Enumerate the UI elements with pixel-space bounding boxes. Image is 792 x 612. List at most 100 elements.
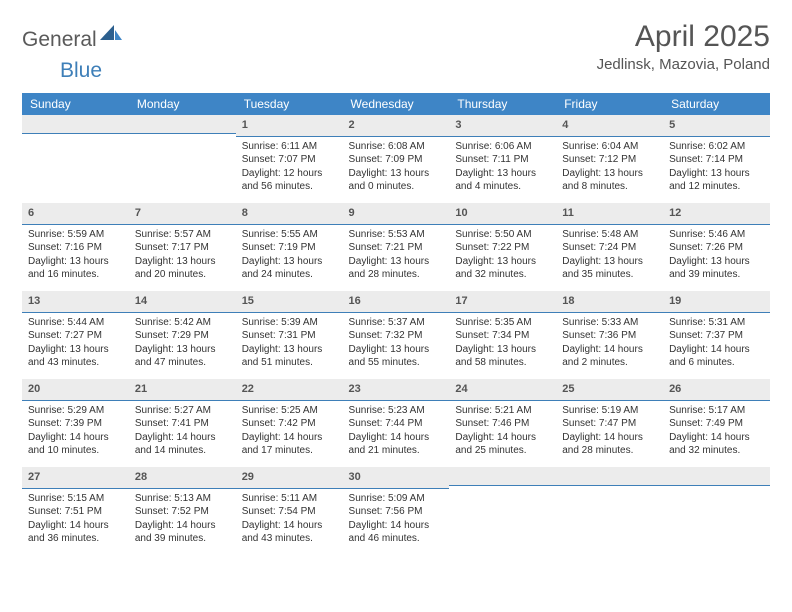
day-body: Sunrise: 5:29 AMSunset: 7:39 PMDaylight:… bbox=[22, 401, 129, 464]
sunrise-text: Sunrise: 5:59 AM bbox=[28, 228, 123, 242]
empty-daynum bbox=[129, 115, 236, 134]
sunset-text: Sunset: 7:39 PM bbox=[28, 417, 123, 431]
daylight-text: Daylight: 12 hours and 56 minutes. bbox=[242, 167, 337, 194]
sunset-text: Sunset: 7:56 PM bbox=[349, 505, 444, 519]
sunset-text: Sunset: 7:46 PM bbox=[455, 417, 550, 431]
day-number: 3 bbox=[449, 115, 556, 137]
daylight-text: Daylight: 13 hours and 12 minutes. bbox=[669, 167, 764, 194]
day-body: Sunrise: 6:08 AMSunset: 7:09 PMDaylight:… bbox=[343, 137, 450, 200]
daylight-text: Daylight: 13 hours and 4 minutes. bbox=[455, 167, 550, 194]
sunrise-text: Sunrise: 5:19 AM bbox=[562, 404, 657, 418]
calendar-cell: 5Sunrise: 6:02 AMSunset: 7:14 PMDaylight… bbox=[663, 115, 770, 203]
daylight-text: Daylight: 13 hours and 39 minutes. bbox=[669, 255, 764, 282]
day-number: 24 bbox=[449, 379, 556, 401]
day-number: 18 bbox=[556, 291, 663, 313]
calendar-cell: 29Sunrise: 5:11 AMSunset: 7:54 PMDayligh… bbox=[236, 467, 343, 555]
weekday-header: Thursday bbox=[449, 93, 556, 115]
day-number: 16 bbox=[343, 291, 450, 313]
calendar-cell: 2Sunrise: 6:08 AMSunset: 7:09 PMDaylight… bbox=[343, 115, 450, 203]
calendar-cell: 20Sunrise: 5:29 AMSunset: 7:39 PMDayligh… bbox=[22, 379, 129, 467]
day-body: Sunrise: 5:57 AMSunset: 7:17 PMDaylight:… bbox=[129, 225, 236, 288]
sunrise-text: Sunrise: 6:04 AM bbox=[562, 140, 657, 154]
calendar-cell: 30Sunrise: 5:09 AMSunset: 7:56 PMDayligh… bbox=[343, 467, 450, 555]
sunrise-text: Sunrise: 5:46 AM bbox=[669, 228, 764, 242]
calendar-cell: 16Sunrise: 5:37 AMSunset: 7:32 PMDayligh… bbox=[343, 291, 450, 379]
day-body: Sunrise: 6:06 AMSunset: 7:11 PMDaylight:… bbox=[449, 137, 556, 200]
sunrise-text: Sunrise: 6:11 AM bbox=[242, 140, 337, 154]
calendar-cell bbox=[663, 467, 770, 555]
calendar-cell: 4Sunrise: 6:04 AMSunset: 7:12 PMDaylight… bbox=[556, 115, 663, 203]
sunrise-text: Sunrise: 5:27 AM bbox=[135, 404, 230, 418]
weekday-header: Sunday bbox=[22, 93, 129, 115]
daylight-text: Daylight: 14 hours and 39 minutes. bbox=[135, 519, 230, 546]
sunrise-text: Sunrise: 6:08 AM bbox=[349, 140, 444, 154]
sunset-text: Sunset: 7:36 PM bbox=[562, 329, 657, 343]
day-number: 10 bbox=[449, 203, 556, 225]
day-body: Sunrise: 5:39 AMSunset: 7:31 PMDaylight:… bbox=[236, 313, 343, 376]
sunset-text: Sunset: 7:42 PM bbox=[242, 417, 337, 431]
calendar-cell: 22Sunrise: 5:25 AMSunset: 7:42 PMDayligh… bbox=[236, 379, 343, 467]
day-body: Sunrise: 5:19 AMSunset: 7:47 PMDaylight:… bbox=[556, 401, 663, 464]
empty-daynum bbox=[556, 467, 663, 486]
daylight-text: Daylight: 14 hours and 6 minutes. bbox=[669, 343, 764, 370]
sunrise-text: Sunrise: 5:33 AM bbox=[562, 316, 657, 330]
calendar-cell: 24Sunrise: 5:21 AMSunset: 7:46 PMDayligh… bbox=[449, 379, 556, 467]
daylight-text: Daylight: 13 hours and 32 minutes. bbox=[455, 255, 550, 282]
sunrise-text: Sunrise: 6:02 AM bbox=[669, 140, 764, 154]
daylight-text: Daylight: 13 hours and 43 minutes. bbox=[28, 343, 123, 370]
month-title: April 2025 bbox=[597, 20, 770, 54]
sunset-text: Sunset: 7:07 PM bbox=[242, 153, 337, 167]
daylight-text: Daylight: 14 hours and 25 minutes. bbox=[455, 431, 550, 458]
day-body: Sunrise: 5:48 AMSunset: 7:24 PMDaylight:… bbox=[556, 225, 663, 288]
day-number: 21 bbox=[129, 379, 236, 401]
calendar-cell bbox=[22, 115, 129, 203]
daylight-text: Daylight: 13 hours and 58 minutes. bbox=[455, 343, 550, 370]
empty-daynum bbox=[449, 467, 556, 486]
daylight-text: Daylight: 14 hours and 28 minutes. bbox=[562, 431, 657, 458]
logo: General bbox=[22, 28, 122, 52]
calendar-cell: 7Sunrise: 5:57 AMSunset: 7:17 PMDaylight… bbox=[129, 203, 236, 291]
day-body: Sunrise: 5:33 AMSunset: 7:36 PMDaylight:… bbox=[556, 313, 663, 376]
day-number: 11 bbox=[556, 203, 663, 225]
day-number: 28 bbox=[129, 467, 236, 489]
day-number: 12 bbox=[663, 203, 770, 225]
day-body: Sunrise: 5:15 AMSunset: 7:51 PMDaylight:… bbox=[22, 489, 129, 552]
sunrise-text: Sunrise: 6:06 AM bbox=[455, 140, 550, 154]
sunrise-text: Sunrise: 5:57 AM bbox=[135, 228, 230, 242]
day-number: 26 bbox=[663, 379, 770, 401]
calendar-cell bbox=[556, 467, 663, 555]
sunset-text: Sunset: 7:22 PM bbox=[455, 241, 550, 255]
calendar-cell: 8Sunrise: 5:55 AMSunset: 7:19 PMDaylight… bbox=[236, 203, 343, 291]
calendar-cell: 6Sunrise: 5:59 AMSunset: 7:16 PMDaylight… bbox=[22, 203, 129, 291]
daylight-text: Daylight: 13 hours and 55 minutes. bbox=[349, 343, 444, 370]
calendar-cell: 12Sunrise: 5:46 AMSunset: 7:26 PMDayligh… bbox=[663, 203, 770, 291]
day-body: Sunrise: 5:42 AMSunset: 7:29 PMDaylight:… bbox=[129, 313, 236, 376]
weekday-header: Tuesday bbox=[236, 93, 343, 115]
sunrise-text: Sunrise: 5:29 AM bbox=[28, 404, 123, 418]
daylight-text: Daylight: 14 hours and 21 minutes. bbox=[349, 431, 444, 458]
day-body: Sunrise: 5:50 AMSunset: 7:22 PMDaylight:… bbox=[449, 225, 556, 288]
day-number: 6 bbox=[22, 203, 129, 225]
calendar-body: 1Sunrise: 6:11 AMSunset: 7:07 PMDaylight… bbox=[22, 115, 770, 555]
empty-daynum bbox=[22, 115, 129, 134]
daylight-text: Daylight: 13 hours and 8 minutes. bbox=[562, 167, 657, 194]
day-body: Sunrise: 5:25 AMSunset: 7:42 PMDaylight:… bbox=[236, 401, 343, 464]
day-body: Sunrise: 5:21 AMSunset: 7:46 PMDaylight:… bbox=[449, 401, 556, 464]
calendar-cell: 1 Sunrise: 6:11 AMSunset: 7:07 PMDaylight… bbox=[236, 115, 343, 203]
sunset-text: Sunset: 7:51 PM bbox=[28, 505, 123, 519]
day-number: 4 bbox=[556, 115, 663, 137]
day-number: 1 bbox=[236, 115, 343, 137]
calendar-cell: 17Sunrise: 5:35 AMSunset: 7:34 PMDayligh… bbox=[449, 291, 556, 379]
sunset-text: Sunset: 7:34 PM bbox=[455, 329, 550, 343]
sunset-text: Sunset: 7:27 PM bbox=[28, 329, 123, 343]
day-number: 30 bbox=[343, 467, 450, 489]
sunrise-text: Sunrise: 5:25 AM bbox=[242, 404, 337, 418]
sunrise-text: Sunrise: 5:11 AM bbox=[242, 492, 337, 506]
daylight-text: Daylight: 14 hours and 14 minutes. bbox=[135, 431, 230, 458]
day-body: Sunrise: 5:27 AMSunset: 7:41 PMDaylight:… bbox=[129, 401, 236, 464]
day-body: Sunrise: 5:44 AMSunset: 7:27 PMDaylight:… bbox=[22, 313, 129, 376]
calendar-cell: 28Sunrise: 5:13 AMSunset: 7:52 PMDayligh… bbox=[129, 467, 236, 555]
day-body: Sunrise: 5:35 AMSunset: 7:34 PMDaylight:… bbox=[449, 313, 556, 376]
day-number: 20 bbox=[22, 379, 129, 401]
day-number: 29 bbox=[236, 467, 343, 489]
